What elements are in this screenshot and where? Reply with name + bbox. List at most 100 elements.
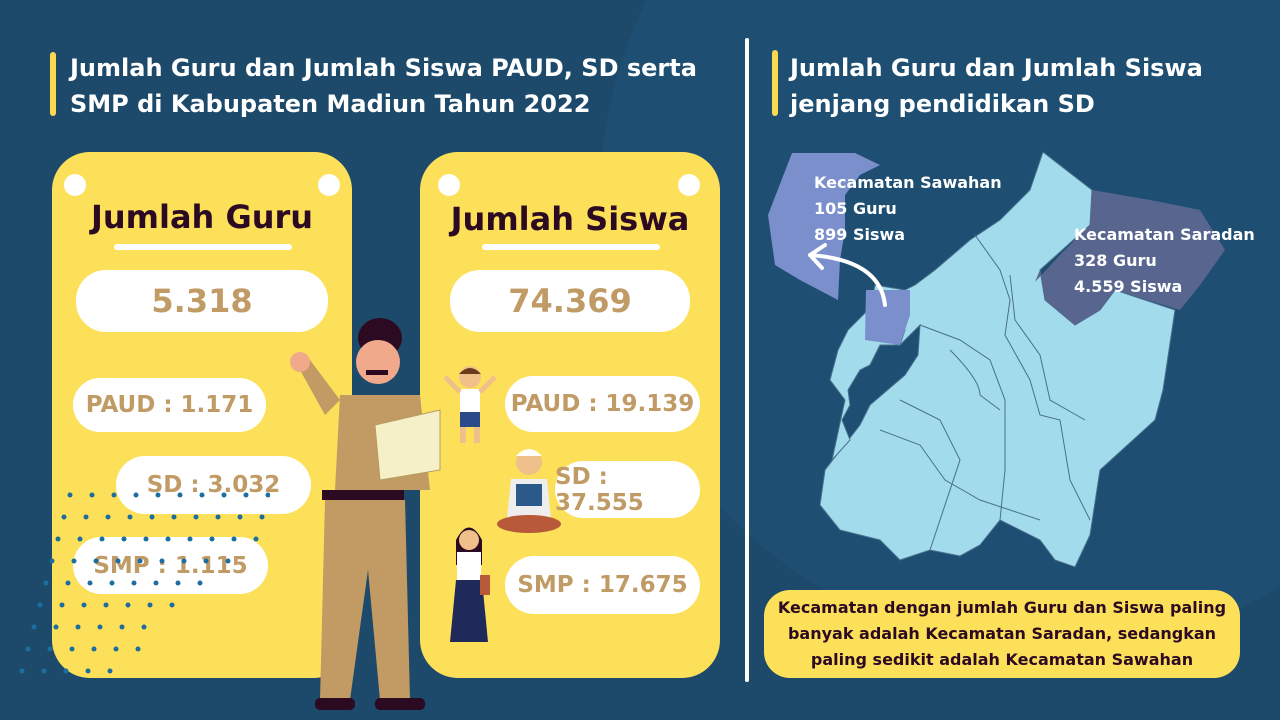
- decor-dot: [83, 514, 89, 520]
- decor-dot: [265, 492, 270, 498]
- decor-dot: [225, 558, 231, 564]
- sawahan-guru: 105 Guru: [814, 199, 897, 218]
- saradan-guru: 328 Guru: [1074, 251, 1157, 270]
- decor-dot: [115, 558, 121, 564]
- decor-dot: [77, 536, 83, 542]
- decor-dot: [43, 580, 49, 586]
- card-hole: [318, 174, 340, 196]
- saradan-siswa: 4.559 Siswa: [1074, 277, 1183, 296]
- right-title-line2: jenjang pendidikan SD: [790, 90, 1095, 118]
- sawahan-label: Kecamatan Sawahan 105 Guru 899 Siswa: [814, 170, 1002, 248]
- right-title-line1: Jumlah Guru dan Jumlah Siswa: [790, 54, 1203, 82]
- decor-dot: [91, 646, 97, 652]
- note-line1: Kecamatan dengan jumlah Guru dan Siswa p…: [777, 598, 1227, 617]
- note-line3: paling sedikit adalah Kecamatan Sawahan: [810, 650, 1194, 669]
- guru-total: 5.318: [76, 270, 328, 332]
- reading-boy-illustration: [497, 449, 561, 533]
- guru-paud: PAUD : 1.171: [73, 378, 266, 432]
- decor-dot: [99, 536, 105, 542]
- decor-dot: [141, 624, 147, 630]
- decor-dot: [113, 646, 119, 652]
- decor-dot: [127, 514, 133, 520]
- decor-dot: [221, 492, 227, 498]
- decor-dot: [177, 492, 183, 498]
- note-line2: banyak adalah Kecamatan Saradan, sedangk…: [787, 624, 1217, 643]
- arrow-icon: [808, 243, 887, 307]
- decor-dot: [81, 602, 87, 608]
- decor-dot: [149, 514, 155, 520]
- decor-dot: [31, 624, 37, 630]
- decor-dot: [103, 602, 109, 608]
- decor-dot: [87, 580, 93, 586]
- card-hole: [678, 174, 700, 196]
- dots-decoration: [19, 492, 270, 674]
- title-underline: [114, 244, 292, 250]
- decor-dot: [69, 646, 75, 652]
- decor-dot: [187, 536, 193, 542]
- left-title-line1: Jumlah Guru dan Jumlah Siswa PAUD, SD se…: [70, 54, 697, 82]
- decor-dot: [121, 536, 127, 542]
- saradan-name: Kecamatan Saradan: [1074, 225, 1255, 244]
- decor-dot: [47, 646, 53, 652]
- decor-dot: [181, 558, 187, 564]
- decor-dot: [65, 580, 71, 586]
- region-sawahan: [768, 153, 910, 345]
- decor-dot: [159, 558, 165, 564]
- boy-illustration: [443, 366, 497, 443]
- decor-dot: [49, 558, 55, 564]
- region-saradan: [1035, 190, 1225, 325]
- decor-dot: [153, 580, 159, 586]
- decor-dot: [53, 624, 59, 630]
- left-title-line2: SMP di Kabupaten Madiun Tahun 2022: [70, 90, 591, 118]
- left-title: Jumlah Guru dan Jumlah Siswa PAUD, SD se…: [70, 50, 697, 122]
- decor-dot: [61, 514, 67, 520]
- teacher-illustration: [290, 318, 441, 710]
- decor-dot: [237, 514, 243, 520]
- decor-dot: [63, 668, 69, 674]
- decor-dot: [19, 668, 25, 674]
- decor-dot: [193, 514, 199, 520]
- siswa-sd: SD : 37.555: [555, 461, 700, 518]
- summary-note: Kecamatan dengan jumlah Guru dan Siswa p…: [764, 590, 1240, 678]
- girl-illustration: [450, 527, 490, 642]
- decor-dot: [143, 536, 149, 542]
- decor-dot: [137, 558, 143, 564]
- decor-dot: [109, 580, 115, 586]
- decor-dot: [55, 536, 61, 542]
- decor-dot: [203, 558, 209, 564]
- decor-dot: [175, 580, 181, 586]
- decor-dot: [41, 668, 47, 674]
- title-accent-bar: [50, 52, 56, 116]
- siswa-paud: PAUD : 19.139: [505, 376, 700, 432]
- decor-dot: [215, 514, 221, 520]
- decor-dot: [75, 624, 81, 630]
- guru-card-title: Jumlah Guru: [90, 198, 314, 236]
- siswa-smp: SMP : 17.675: [505, 556, 700, 614]
- decor-dot: [71, 558, 77, 564]
- card-hole: [438, 174, 460, 196]
- saradan-label: Kecamatan Saradan 328 Guru 4.559 Siswa: [1074, 222, 1255, 300]
- decor-dot: [135, 646, 141, 652]
- decor-dot: [125, 602, 131, 608]
- siswa-card-title: Jumlah Siswa: [450, 200, 690, 238]
- title-underline: [482, 244, 660, 250]
- decor-dot: [209, 536, 215, 542]
- decor-dot: [111, 492, 117, 498]
- title-accent-bar: [772, 50, 778, 116]
- decor-dot: [133, 492, 139, 498]
- decor-dot: [147, 602, 153, 608]
- decor-dot: [169, 602, 175, 608]
- guru-sd: SD : 3.032: [116, 456, 311, 514]
- decor-dot: [119, 624, 125, 630]
- right-title: Jumlah Guru dan Jumlah Siswa jenjang pen…: [790, 50, 1203, 122]
- sawahan-siswa: 899 Siswa: [814, 225, 906, 244]
- decor-dot: [253, 536, 259, 542]
- sawahan-name: Kecamatan Sawahan: [814, 173, 1002, 192]
- decor-dot: [199, 492, 205, 498]
- card-hole: [64, 174, 86, 196]
- decor-dot: [59, 602, 65, 608]
- decor-dot: [85, 668, 91, 674]
- decor-dot: [107, 668, 113, 674]
- decor-dot: [155, 492, 161, 498]
